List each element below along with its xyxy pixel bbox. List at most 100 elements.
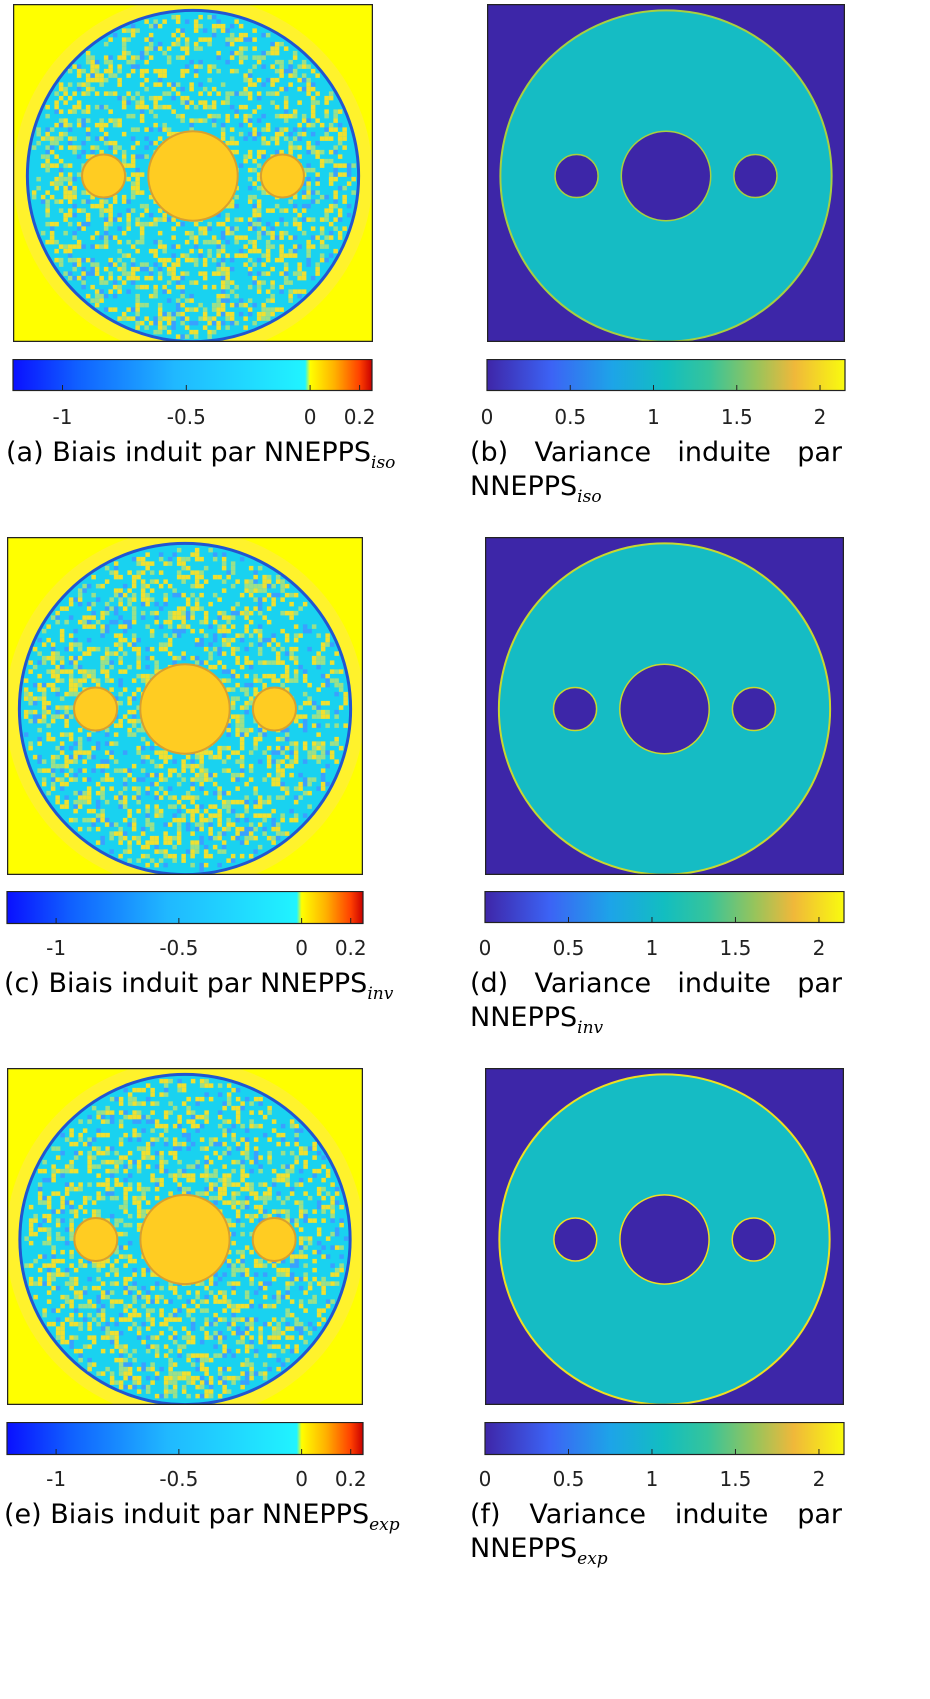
colorbar-tick-label: 1.5 <box>721 405 753 429</box>
side-insert <box>731 686 777 732</box>
colorbar-tick-label: 1.5 <box>720 1467 752 1491</box>
caption-method: NNEPPS <box>261 1499 370 1530</box>
noise-texture <box>31 14 356 339</box>
caption-method: NNEPPS <box>470 471 578 502</box>
side-insert <box>731 1217 776 1262</box>
center-insert <box>139 663 231 755</box>
colorbar-tick-label: 0.2 <box>335 936 367 960</box>
caption-word: induite <box>677 968 771 999</box>
caption-d: (d) Variance induite par NNEPPSinv <box>470 967 842 1038</box>
colorbar-tick-label: 0 <box>479 936 492 960</box>
colorbar-tick-label: 0 <box>295 936 308 960</box>
colorbar-gradient <box>486 359 846 392</box>
image-c <box>7 537 363 875</box>
caption-text: Biais induit par <box>48 968 252 999</box>
caption-method: NNEPPS <box>260 968 368 999</box>
caption-word: Variance <box>534 437 652 468</box>
image-d <box>485 537 844 875</box>
colorbar-gradient <box>12 359 373 392</box>
colorbar-tick-label: 0.5 <box>553 1467 585 1491</box>
caption-text: Biais induit par <box>50 1499 254 1530</box>
colorbar-a: -1 -0.5 0 0.2 <box>12 359 376 429</box>
side-insert <box>73 1217 119 1262</box>
center-insert <box>139 1193 231 1286</box>
colorbar-tick-label: 0 <box>481 405 494 429</box>
caption-method: NNEPPS <box>263 437 372 468</box>
caption-label: (b) <box>470 437 509 468</box>
caption-method: NNEPPS <box>470 1002 578 1033</box>
colorbar-tick-label: -0.5 <box>159 1467 198 1491</box>
colorbar-e: -1 -0.5 0 0.2 <box>6 1422 367 1491</box>
side-insert <box>73 686 119 732</box>
image-frame <box>485 537 844 875</box>
image-frame <box>7 537 363 875</box>
colorbar-tick-label: -1 <box>53 405 73 429</box>
image-frame <box>487 4 845 342</box>
caption-word: induite <box>677 437 771 468</box>
colorbar-tick-label: 2 <box>814 405 827 429</box>
colorbar-tick-label: 0 <box>295 1467 308 1491</box>
caption-label: (a) <box>6 437 44 468</box>
side-insert <box>251 1217 297 1262</box>
colorbar-d: 0 0.5 1 1.5 2 <box>479 891 845 960</box>
side-insert <box>554 153 599 199</box>
caption-word: par <box>797 968 842 999</box>
colorbar-c: -1 -0.5 0 0.2 <box>6 891 367 960</box>
caption-subscript: inv <box>367 984 394 1004</box>
caption-word: Variance <box>529 1499 647 1530</box>
caption-a: (a) Biais induit par NNEPPSiso <box>6 436 395 473</box>
caption-label: (d) <box>470 968 509 999</box>
caption-method: NNEPPS <box>470 1533 578 1564</box>
caption-f: (f) Variance induite par NNEPPSexp <box>470 1498 842 1569</box>
center-insert <box>147 130 239 222</box>
colorbar-tick-label: 0.5 <box>554 405 586 429</box>
caption-word: Variance <box>534 968 652 999</box>
caption-subscript: exp <box>369 1515 400 1535</box>
side-insert <box>251 686 297 732</box>
image-f <box>485 1068 844 1405</box>
side-insert <box>553 1217 598 1262</box>
noise-texture <box>23 547 348 872</box>
caption-subscript: iso <box>577 487 602 507</box>
colorbar-tick-label: 0.2 <box>335 1467 367 1491</box>
image-frame <box>13 4 373 342</box>
side-insert <box>81 153 127 199</box>
colorbar-b: 0 0.5 1 1.5 2 <box>481 359 846 429</box>
caption-text: Biais induit par <box>52 437 256 468</box>
side-insert <box>733 153 778 199</box>
caption-e: (e) Biais induit par NNEPPSexp <box>4 1498 400 1535</box>
colorbar-tick-label: -0.5 <box>159 936 198 960</box>
colorbar-gradient <box>6 1422 364 1456</box>
caption-subscript: iso <box>371 453 396 473</box>
caption-subscript: inv <box>577 1018 604 1038</box>
colorbar-tick-label: 0 <box>304 405 317 429</box>
center-insert <box>620 130 712 222</box>
colorbar-tick-label: 0.5 <box>553 936 585 960</box>
caption-subscript: exp <box>577 1549 608 1569</box>
image-b <box>487 4 845 342</box>
colorbar-gradient <box>484 891 845 924</box>
caption-label: (e) <box>4 1499 42 1530</box>
image-frame <box>7 1068 363 1405</box>
caption-word: induite <box>674 1499 769 1530</box>
colorbar-tick-label: 1.5 <box>720 936 752 960</box>
center-insert <box>619 663 710 755</box>
colorbar-tick-label: 2 <box>813 1467 826 1491</box>
side-insert <box>552 686 598 732</box>
colorbar-tick-label: 2 <box>813 936 826 960</box>
colorbar-gradient <box>484 1422 845 1456</box>
center-insert <box>619 1194 710 1285</box>
caption-word: par <box>797 437 842 468</box>
caption-word: par <box>797 1499 842 1530</box>
side-insert <box>259 153 305 199</box>
caption-label: (f) <box>470 1499 501 1530</box>
colorbar-tick-label: -0.5 <box>167 405 206 429</box>
colorbar-tick-label: -1 <box>46 936 66 960</box>
colorbar-gradient <box>6 891 364 925</box>
image-a <box>13 4 373 342</box>
caption-label: (c) <box>4 968 40 999</box>
colorbar-tick-label: 0 <box>479 1467 492 1491</box>
colorbar-tick-label: 1 <box>646 1467 659 1491</box>
colorbar-tick-label: -1 <box>46 1467 66 1491</box>
caption-c: (c) Biais induit par NNEPPSinv <box>4 967 393 1004</box>
